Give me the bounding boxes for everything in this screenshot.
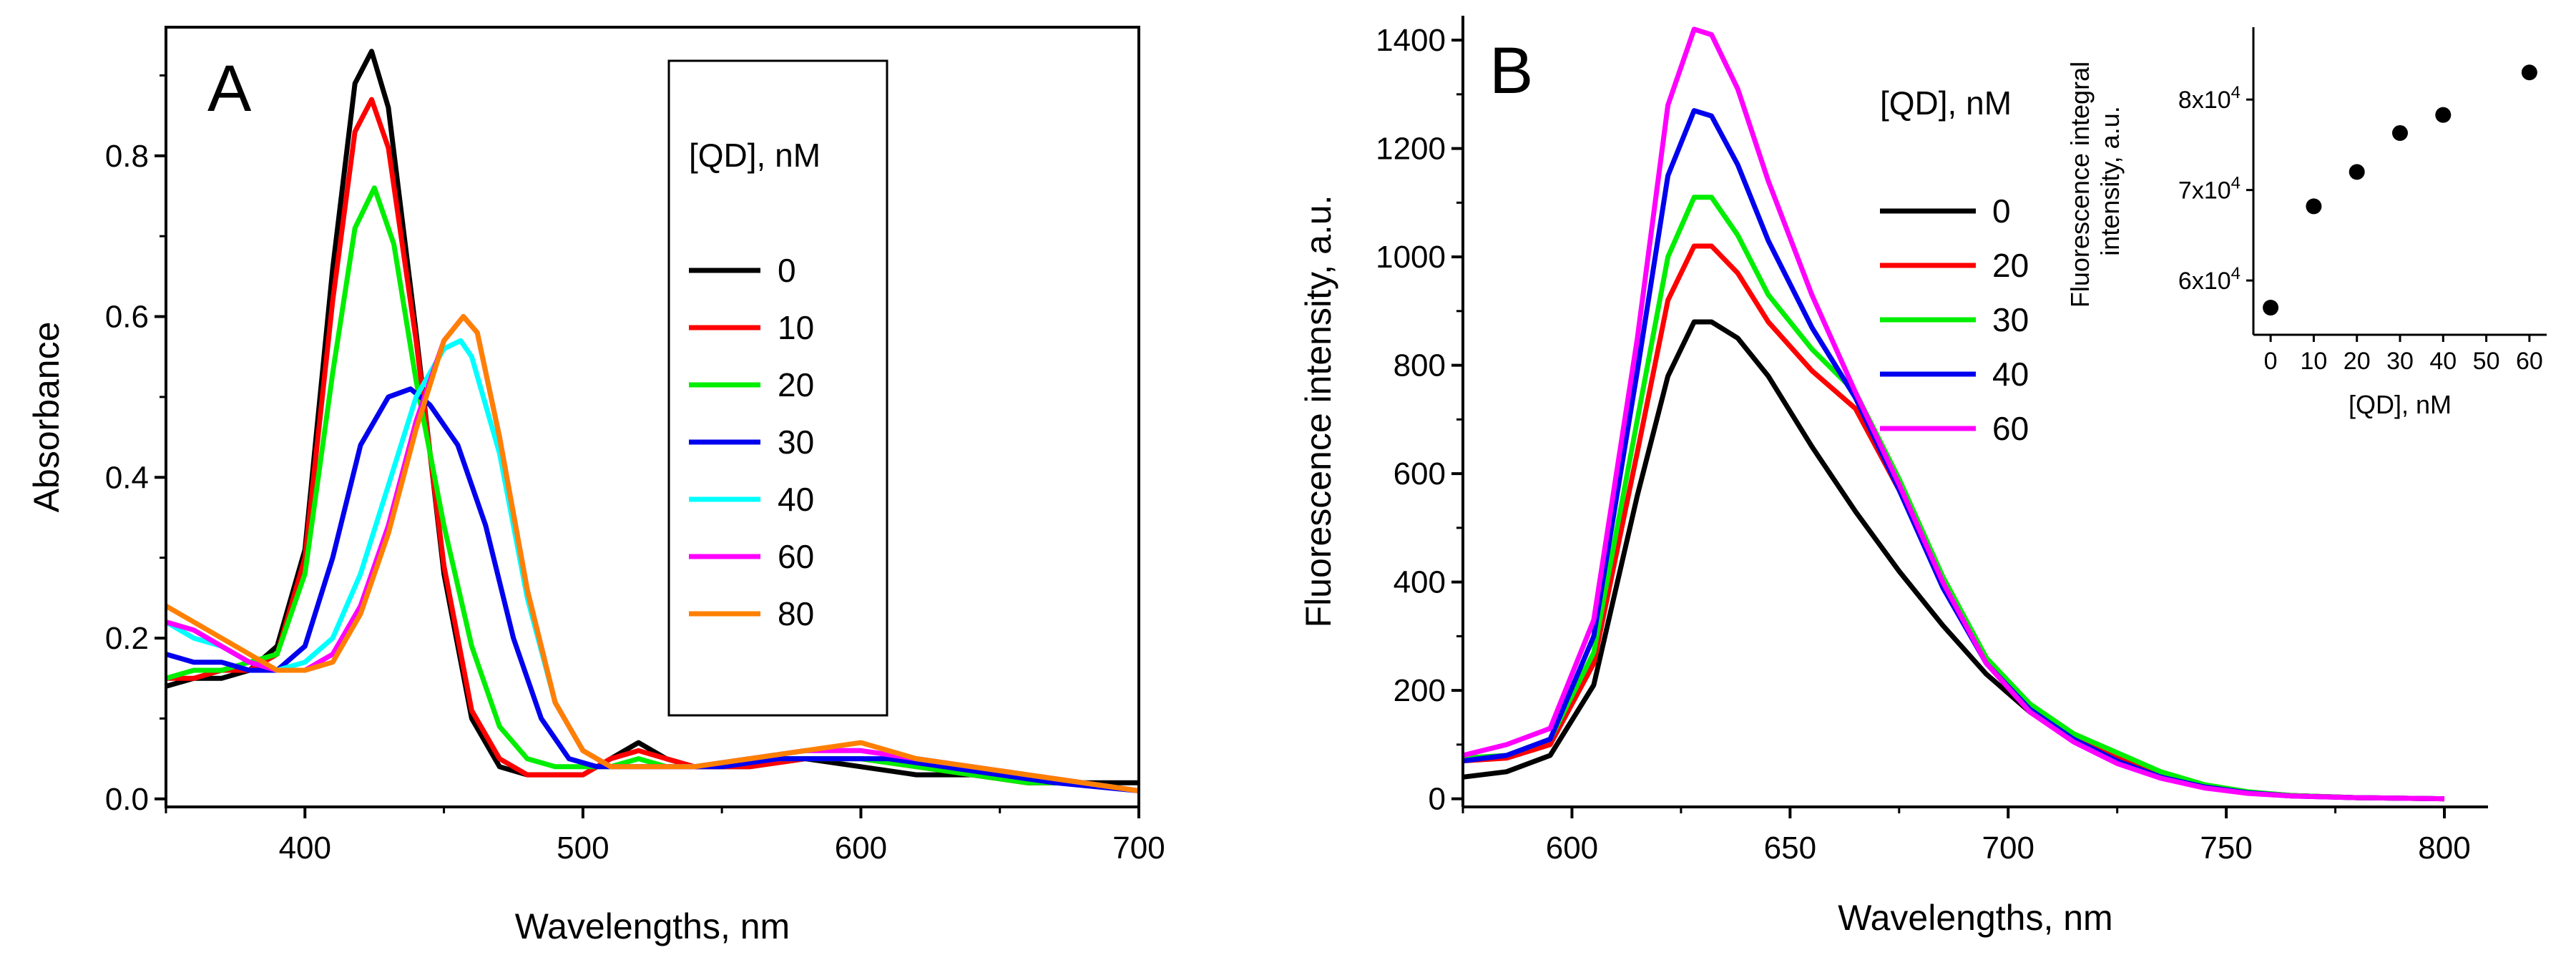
- inset-y-tick-label-1: 7x104: [2178, 174, 2240, 205]
- legend-title-a: [QD], nM: [689, 137, 821, 174]
- inset-data-point-40: [2435, 107, 2452, 123]
- y-tick-label-b-0: 0: [1429, 782, 1446, 817]
- plot-frame-a: [165, 26, 1140, 808]
- x-tick-label-b-700: 700: [1982, 831, 2034, 866]
- inset-x-tick-label-0: 0: [2264, 348, 2278, 375]
- x-tick-label-b-800: 800: [2418, 831, 2470, 866]
- inset-y-tick-exponent: 4: [2231, 264, 2240, 283]
- legend-b: [QD], nM 0 20 30 40 60: [1880, 84, 2029, 447]
- inset-y-tick-mantissa: 7x10: [2178, 177, 2231, 205]
- series-line-a-10: [166, 97, 1140, 793]
- inset-x-tick-label-60: 60: [2516, 348, 2543, 375]
- x-axis-ticks-b: 600 650 700 750 800: [1461, 807, 2471, 866]
- inset-x-tick-label-20: 20: [2344, 348, 2371, 375]
- inset-y-axis-label-line-1: Fluorescence integral: [2065, 62, 2095, 308]
- legend-label-b-0: 0: [1992, 192, 2011, 230]
- inset-data-point-30: [2392, 124, 2408, 141]
- inset-data-point-60: [2521, 64, 2537, 81]
- series-line-a-30: [165, 386, 1140, 793]
- inset-data-point-20: [2349, 164, 2365, 180]
- y-tick-label-b-1400: 1400: [1376, 23, 1446, 58]
- y-tick-label-a-0.2: 0.2: [105, 621, 149, 656]
- series-line-a-60: [165, 314, 1140, 793]
- axes-b: [1461, 16, 2488, 808]
- legend-title-b: [QD], nM: [1880, 84, 2012, 122]
- x-tick-label-a-400: 400: [279, 831, 331, 866]
- series-line-a-0: [165, 49, 1139, 785]
- inset-x-ticks: 0 10 20 30 40 50 60: [2264, 335, 2543, 375]
- y-axis-ticks-a: 0.0 0.2 0.4 0.6 0.8: [105, 74, 166, 817]
- inset-x-tick-label-30: 30: [2386, 348, 2414, 375]
- x-axis-label-b: Wavelengths, nm: [1838, 898, 2112, 938]
- inset-y-tick-label-0: 6x104: [2178, 264, 2240, 295]
- inset-data-point-10: [2306, 198, 2322, 215]
- y-tick-label-b-800: 800: [1394, 348, 1446, 383]
- legend-label-a-30: 30: [778, 423, 814, 461]
- panel-label-b: B: [1489, 34, 1533, 107]
- inset-y-axis-label: Fluorescence integral intensity, a.u.: [2065, 54, 2125, 308]
- y-tick-label-a-0.4: 0.4: [105, 460, 149, 495]
- inset-points: [2263, 64, 2537, 316]
- inset-x-tick-label-10: 10: [2300, 348, 2327, 375]
- chart-panel-a: 400 500 600 700 0.00.20.40.60.8 Wavelengths…: [26, 26, 1165, 946]
- legend-label-a-0: 0: [778, 252, 796, 289]
- legend-label-b-40: 40: [1992, 356, 2029, 393]
- inset-x-axis-label: [QD], nM: [2349, 390, 2452, 419]
- legend-label-b-60: 60: [1992, 410, 2029, 447]
- inset-y-tick-mantissa: 8x10: [2178, 87, 2231, 114]
- x-tick-label-b-750: 750: [2200, 831, 2252, 866]
- y-tick-label-b-1200: 1200: [1376, 132, 1446, 167]
- y-axis-label-b: Fluorescence intensity, a.u.: [1298, 195, 1338, 628]
- x-axis-ticks-a: 400 500 600 700: [165, 807, 1165, 866]
- series-line-b-40: [1462, 108, 2445, 802]
- legend-label-a-10: 10: [778, 309, 814, 346]
- inset-axes: [2252, 27, 2547, 336]
- y-tick-label-a-0.8: 0.8: [105, 139, 149, 174]
- series-group-b: [1462, 26, 2445, 802]
- series-line-a-20: [165, 185, 1140, 793]
- y-tick-label-b-200: 200: [1394, 673, 1446, 708]
- inset-y-tick-exponent: 4: [2231, 174, 2240, 193]
- series-line-a-80: [165, 314, 1140, 793]
- inset-y-axis-label-line-2: intensity, a.u.: [2095, 106, 2125, 255]
- inset-y-tick-exponent: 4: [2231, 83, 2240, 102]
- series-group-a: [165, 49, 1140, 793]
- legend-label-b-20: 20: [1992, 247, 2029, 284]
- inset-x-tick-label-40: 40: [2429, 348, 2457, 375]
- series-line-a-40: [165, 338, 1140, 793]
- x-tick-label-b-650: 650: [1764, 831, 1816, 866]
- y-tick-label-a-0.6: 0.6: [105, 300, 149, 335]
- legend-label-b-30: 30: [1992, 301, 2029, 338]
- y-tick-label-a-0.0: 0.0: [105, 782, 149, 817]
- legend-a: [QD], nM 0 10 20 30 40 60 80: [667, 59, 888, 717]
- series-line-b-60: [1462, 26, 2445, 802]
- legend-box-a: [667, 59, 888, 717]
- x-tick-label-a-600: 600: [835, 831, 887, 866]
- legend-label-a-80: 80: [778, 595, 814, 632]
- x-axis-label-a: Wavelengths, nm: [515, 906, 790, 946]
- x-tick-label-a-700: 700: [1112, 831, 1165, 866]
- x-tick-label-b-600: 600: [1546, 831, 1598, 866]
- y-tick-label-b-1000: 1000: [1376, 240, 1446, 275]
- inset-data-point-0: [2263, 300, 2279, 316]
- legend-label-a-20: 20: [778, 366, 814, 403]
- inset-x-tick-label-50: 50: [2473, 348, 2500, 375]
- y-tick-label-b-400: 400: [1394, 565, 1446, 600]
- y-tick-label-b-600: 600: [1394, 456, 1446, 491]
- legend-label-a-40: 40: [778, 481, 814, 518]
- y-axis-label-a: Absorbance: [26, 322, 67, 513]
- x-tick-label-a-500: 500: [557, 831, 609, 866]
- inset-y-tick-label-2: 8x104: [2178, 83, 2240, 114]
- y-axis-ticks-b: 0 200 400 600 800 1000 1200 1400: [1376, 23, 1463, 817]
- panel-label-a: A: [207, 52, 252, 125]
- inset-y-tick-mantissa: 6x10: [2178, 268, 2231, 295]
- legend-label-a-60: 60: [778, 538, 814, 575]
- chart-panel-b: 600 650 700 750 800 020040060080010001200140…: [1298, 16, 2488, 938]
